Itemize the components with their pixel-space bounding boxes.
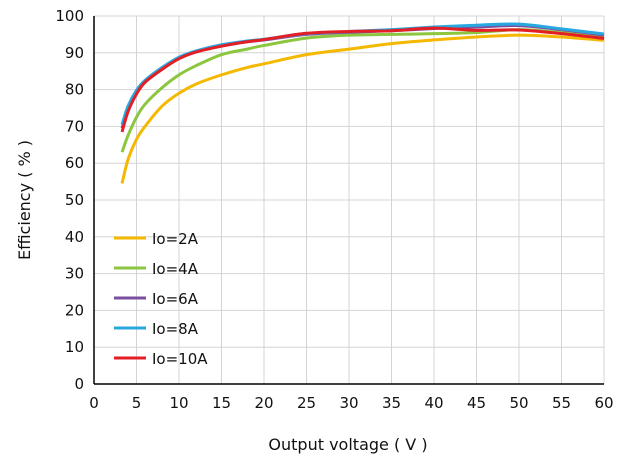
x-tick-label: 0 [89,394,99,412]
x-tick-label: 55 [552,394,571,412]
x-axis-title: Output voltage ( V ) [268,435,427,454]
series-layer [120,22,605,184]
y-tick-label: 10 [65,338,84,356]
legend-label-io-4a: Io=4A [152,260,199,278]
legend-label-io-2a: Io=2A [152,230,199,248]
x-tick-label: 50 [509,394,528,412]
x-tick-label: 45 [467,394,486,412]
x-tick-label: 25 [297,394,316,412]
series-line-io-8a [120,22,605,126]
y-tick-label: 50 [65,191,84,209]
series-line-io-2a [120,33,605,184]
y-tick-label: 40 [65,228,84,246]
y-tick-label: 70 [65,117,84,135]
series-line-io-6a [120,23,605,129]
legend: Io=2A Io=4A Io=6A Io=8A Io=10A [114,230,208,368]
y-tick-label: 60 [65,154,84,172]
tick-labels: 0 5 10 15 20 25 30 35 40 45 50 55 60 0 10 20 30 40 50 60 70 8… [55,7,613,412]
x-tick-label: 40 [424,394,443,412]
x-tick-label: 35 [382,394,401,412]
legend-label-io-8a: Io=8A [152,320,199,338]
x-tick-label: 30 [339,394,358,412]
y-tick-label: 90 [65,44,84,62]
x-tick-label: 5 [132,394,142,412]
grid-lines [94,15,605,384]
axes [93,16,604,385]
x-tick-label: 10 [169,394,188,412]
y-tick-label: 0 [74,375,84,393]
series-line-io-10a [120,26,605,133]
y-tick-label: 30 [65,265,84,283]
x-tick-label: 15 [212,394,231,412]
y-tick-label: 100 [55,7,84,25]
legend-label-io-6a: Io=6A [152,290,199,308]
y-tick-label: 80 [65,81,84,99]
series-line-io-4a [120,28,605,153]
y-tick-label: 20 [65,301,84,319]
x-tick-label: 60 [594,394,613,412]
x-tick-label: 20 [254,394,273,412]
legend-label-io-10a: Io=10A [152,350,208,368]
y-axis-title: Efficiency ( % ) [15,140,34,260]
